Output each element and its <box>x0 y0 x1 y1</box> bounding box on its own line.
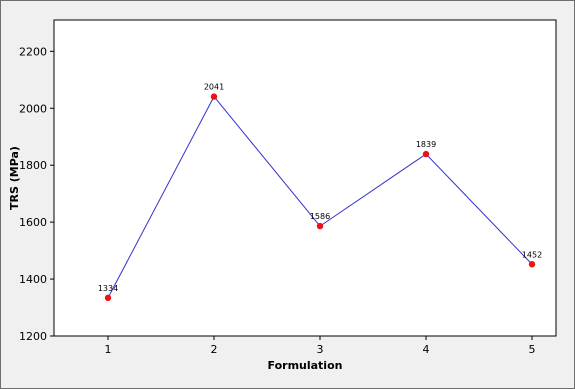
y-tick-label: 1800 <box>19 159 47 172</box>
y-tick-label: 1600 <box>19 216 47 229</box>
data-label: 1586 <box>310 212 330 221</box>
y-tick-label: 2200 <box>19 45 47 58</box>
x-tick-label: 2 <box>211 343 218 356</box>
data-point <box>210 93 218 100</box>
y-axis: 1200 1400 1600 1800 2000 2200 <box>19 45 54 343</box>
x-axis-title: Formulation <box>268 359 343 372</box>
x-tick-label: 5 <box>529 343 536 356</box>
plot-area <box>53 19 557 337</box>
data-point <box>104 294 112 302</box>
y-axis-title: TRS (MPa) <box>8 146 21 210</box>
x-axis: 1 2 3 4 5 <box>105 336 536 356</box>
data-label: 1839 <box>416 140 436 149</box>
data-label: 2041 <box>204 83 224 92</box>
data-point <box>316 222 324 230</box>
data-point <box>422 150 430 158</box>
x-tick-label: 1 <box>105 343 112 356</box>
data-markers <box>104 93 536 302</box>
data-label: 1452 <box>522 250 542 259</box>
y-tick-label: 2000 <box>19 102 47 115</box>
data-labels: 1334 2041 1586 1839 1452 <box>98 83 542 293</box>
x-tick-label: 4 <box>423 343 430 356</box>
x-tick-label: 3 <box>317 343 324 356</box>
y-tick-label: 1200 <box>19 330 47 343</box>
y-tick-label: 1400 <box>19 273 47 286</box>
data-label: 1334 <box>98 284 118 293</box>
data-point <box>528 261 536 268</box>
